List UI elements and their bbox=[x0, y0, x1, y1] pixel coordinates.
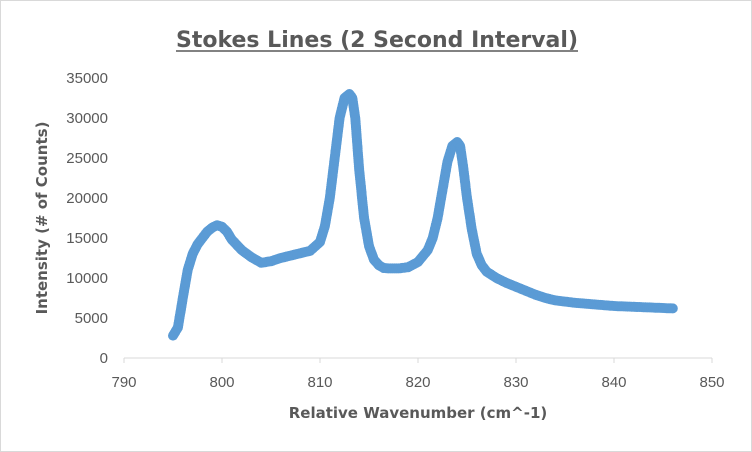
data-series bbox=[168, 89, 678, 341]
y-tick-label: 10000 bbox=[66, 270, 108, 287]
x-axis-title: Relative Wavenumber (cm^-1) bbox=[289, 404, 548, 422]
chart-title: Stokes Lines (2 Second Interval) bbox=[176, 28, 578, 53]
x-tick-label: 830 bbox=[503, 374, 528, 391]
x-tick-label: 800 bbox=[209, 374, 234, 391]
y-tick-label: 15000 bbox=[66, 230, 108, 247]
data-point bbox=[667, 303, 678, 314]
x-tick-label: 810 bbox=[307, 374, 332, 391]
y-tick-label: 25000 bbox=[66, 150, 108, 167]
x-tick-label: 840 bbox=[601, 374, 626, 391]
y-tick-label: 5000 bbox=[75, 310, 108, 327]
x-axis: 790 800 810 820 830 840 850 bbox=[111, 358, 725, 391]
y-tick-label: 30000 bbox=[66, 110, 108, 127]
x-tick-label: 790 bbox=[111, 374, 136, 391]
y-axis: 0 5000 10000 15000 20000 25000 30000 35000 bbox=[66, 70, 108, 367]
y-axis-title: Intensity (# of Counts) bbox=[33, 122, 51, 315]
x-tick-label: 820 bbox=[405, 374, 430, 391]
y-tick-label: 35000 bbox=[66, 70, 108, 87]
x-tick-label: 850 bbox=[699, 374, 724, 391]
y-tick-label: 0 bbox=[100, 350, 108, 367]
y-tick-label: 20000 bbox=[66, 190, 108, 207]
